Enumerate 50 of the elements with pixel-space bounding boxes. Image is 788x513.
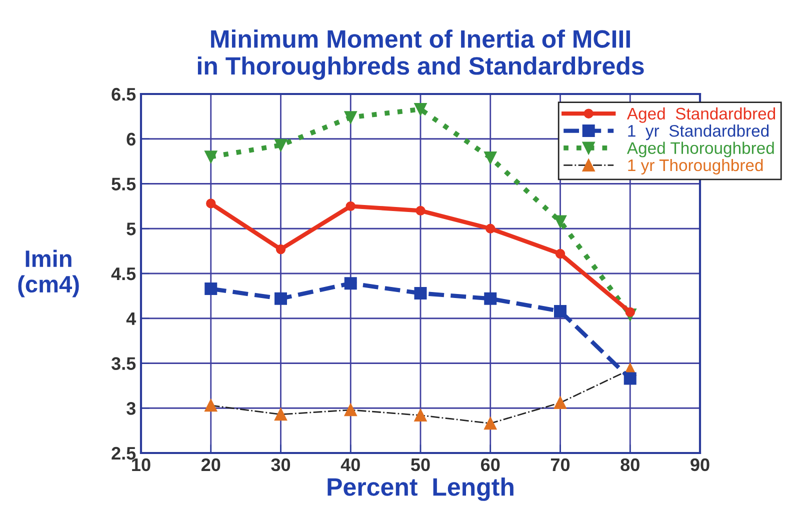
point [344, 404, 357, 416]
y-tick-label: 6.5 [112, 88, 136, 101]
point [344, 277, 357, 290]
chart-title: Minimum Moment of Inertia of MCIII in Thoroughbreds and Standardbreds [198, 30, 644, 80]
point [414, 286, 427, 300]
point [274, 292, 287, 305]
point [346, 201, 356, 212]
point [486, 224, 496, 234]
y-tick-label: 4 [126, 312, 136, 325]
y-tick-label: 3 [126, 402, 136, 415]
point [344, 111, 357, 124]
x-tick-label: 80 [620, 458, 640, 472]
legend-label: 1 yr Thoroughbred [628, 158, 763, 174]
y-tick-label: 6 [126, 132, 136, 146]
x-tick-label: 50 [411, 458, 430, 472]
point [204, 150, 218, 164]
point [554, 215, 566, 228]
point [416, 206, 426, 216]
y-tick-label: 2.5 [112, 446, 136, 460]
x-tick-label: 90 [690, 458, 710, 472]
point [555, 248, 566, 259]
point [554, 304, 566, 318]
x-tick-label: 60 [480, 458, 500, 472]
point [206, 198, 216, 208]
legend-label: Aged Standardbred [626, 107, 776, 123]
point [204, 282, 218, 296]
y-tick-label: 5.5 [112, 178, 136, 190]
legend-label: Aged Thoroughbred [626, 142, 774, 158]
point [274, 408, 287, 421]
point [484, 417, 497, 430]
point [414, 409, 427, 422]
point [484, 292, 497, 305]
point [484, 151, 497, 164]
point [274, 138, 287, 152]
y-tick-label: 3.5 [111, 357, 136, 370]
point [554, 396, 566, 409]
x-axis-title: Percent Length [328, 477, 514, 501]
x-tick-label: 10 [132, 458, 150, 472]
y-axis-title: Imin (cm4) [18, 250, 79, 298]
x-tick-label: 70 [550, 458, 570, 472]
legend-label: 1 yr Standardbred [628, 124, 769, 140]
x-tick-label: 40 [340, 458, 360, 472]
x-tick-label: 30 [271, 458, 290, 472]
y-tick-label: 5 [126, 222, 136, 236]
point [276, 244, 286, 254]
point [624, 372, 636, 385]
point [414, 103, 427, 116]
x-tick-label: 20 [201, 458, 220, 472]
y-tick-label: 4.5 [111, 268, 136, 280]
point [204, 399, 218, 412]
